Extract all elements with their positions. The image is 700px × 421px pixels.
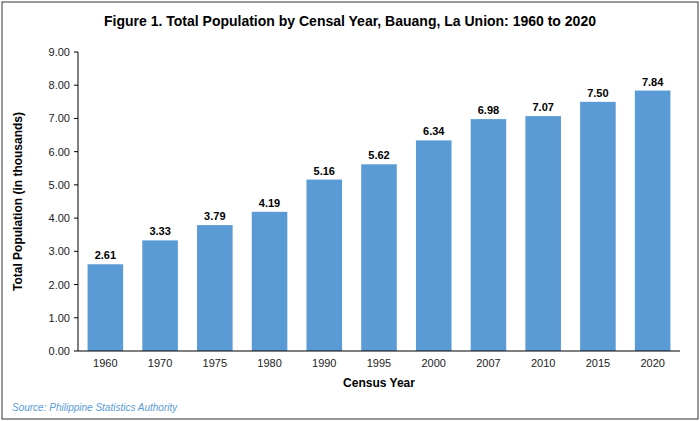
y-tick xyxy=(74,151,78,152)
y-tick xyxy=(74,284,78,285)
x-axis-label: Census Year xyxy=(343,376,415,390)
bar xyxy=(197,225,233,351)
bar xyxy=(471,119,507,351)
y-tick xyxy=(74,251,78,252)
bar xyxy=(525,116,561,351)
data-label: 5.62 xyxy=(368,149,389,161)
x-tick-label: 1970 xyxy=(148,357,172,369)
y-tick-label: 5.00 xyxy=(49,179,70,191)
x-tick-label: 2007 xyxy=(476,357,500,369)
x-axis-line xyxy=(78,351,680,352)
y-tick xyxy=(74,218,78,219)
bar xyxy=(361,164,397,351)
data-label: 4.19 xyxy=(259,197,280,209)
data-label: 7.07 xyxy=(532,101,553,113)
source-note: Source: Philippine Statistics Authority xyxy=(12,402,178,413)
data-label: 3.33 xyxy=(149,225,170,237)
data-label: 6.34 xyxy=(423,125,445,137)
y-tick xyxy=(74,118,78,119)
y-tick xyxy=(74,184,78,185)
y-tick-label: 8.00 xyxy=(49,79,70,91)
chart-border xyxy=(2,2,698,419)
x-tick-label: 1975 xyxy=(203,357,227,369)
bar xyxy=(416,140,452,351)
bar xyxy=(580,102,616,351)
x-tick-label: 1995 xyxy=(367,357,391,369)
data-label: 7.50 xyxy=(587,87,608,99)
bar xyxy=(306,180,342,351)
x-tick-label: 1990 xyxy=(312,357,336,369)
y-axis-label: Total Population (in thousands) xyxy=(11,112,25,291)
data-label: 5.16 xyxy=(314,165,335,177)
chart: Figure 1. Total Population by Censal Yea… xyxy=(0,0,700,421)
data-label: 7.84 xyxy=(642,76,664,88)
bar xyxy=(635,91,671,351)
data-label: 2.61 xyxy=(95,249,116,261)
chart-title: Figure 1. Total Population by Censal Yea… xyxy=(104,13,596,29)
y-axis-line xyxy=(78,52,79,351)
bar xyxy=(88,264,124,351)
x-tick-label: 2015 xyxy=(586,357,610,369)
y-tick-label: 6.00 xyxy=(49,146,70,158)
y-tick-label: 4.00 xyxy=(49,212,70,224)
y-tick-label: 7.00 xyxy=(49,112,70,124)
bar xyxy=(252,212,288,351)
y-tick xyxy=(74,85,78,86)
data-label: 6.98 xyxy=(478,104,499,116)
y-tick-label: 2.00 xyxy=(49,279,70,291)
y-tick-label: 1.00 xyxy=(49,312,70,324)
bar xyxy=(142,240,178,351)
y-tick-label: 9.00 xyxy=(49,46,70,58)
y-tick xyxy=(74,317,78,318)
y-tick-label: 0.00 xyxy=(49,345,70,357)
bars xyxy=(88,91,671,351)
x-tick-label: 1980 xyxy=(257,357,281,369)
data-label: 3.79 xyxy=(204,210,225,222)
x-tick-label: 1960 xyxy=(93,357,117,369)
x-tick-label: 2010 xyxy=(531,357,555,369)
x-tick-label: 2020 xyxy=(640,357,664,369)
y-tick-label: 3.00 xyxy=(49,245,70,257)
y-tick xyxy=(74,351,78,352)
x-tick-label: 2000 xyxy=(421,357,445,369)
y-tick xyxy=(74,52,78,53)
